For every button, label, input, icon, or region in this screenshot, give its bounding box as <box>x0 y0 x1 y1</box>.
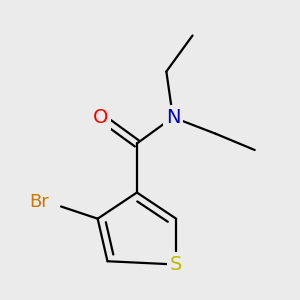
Text: O: O <box>93 108 109 127</box>
Text: S: S <box>170 255 182 274</box>
Text: Br: Br <box>29 193 49 211</box>
Text: N: N <box>166 108 180 127</box>
